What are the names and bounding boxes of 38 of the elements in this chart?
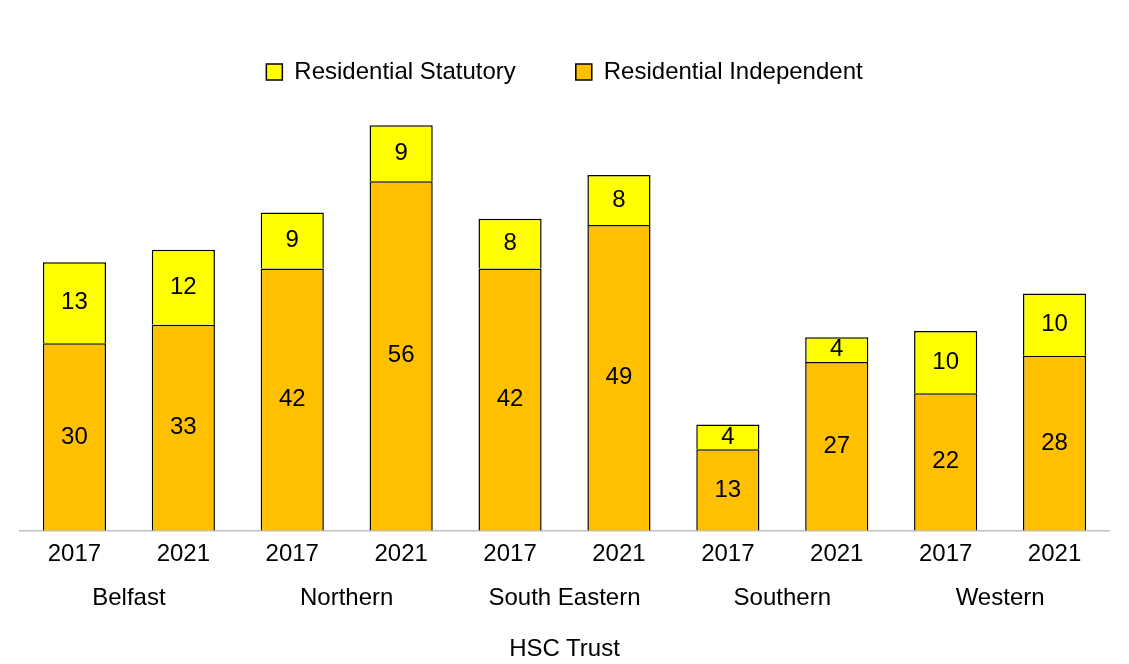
x-tick-label: 2017	[483, 539, 537, 567]
data-label: 42	[496, 384, 524, 412]
x-tick-label: 2017	[701, 539, 755, 567]
data-label: 42	[278, 384, 306, 412]
data-label: 13	[61, 287, 88, 315]
x-tick-label: 2021	[592, 539, 646, 567]
text: Western	[955, 583, 1045, 611]
data-label: 10	[1041, 309, 1068, 337]
legend-label: Residential Independent	[603, 56, 863, 84]
data-label: 9	[285, 225, 299, 253]
x-tick-label: 2017	[265, 539, 319, 567]
x-tick-label: 2021	[156, 539, 211, 567]
x-tick-label: 2021	[810, 539, 864, 567]
x-tick-label: 2017	[47, 539, 102, 567]
data-label: 33	[170, 412, 197, 440]
data-label: 28	[1041, 427, 1068, 455]
x-tick-label: 2021	[1027, 539, 1082, 567]
x-tick-label: 2021	[374, 539, 428, 567]
data-label: 10	[932, 346, 959, 374]
text: Belfast	[92, 583, 166, 611]
legend-label: Residential Statutory	[294, 56, 516, 84]
data-label: 8	[503, 228, 517, 256]
data-label: 9	[394, 137, 408, 165]
data-label: 4	[830, 334, 844, 362]
data-label: 4	[721, 421, 735, 449]
x-axis-title: HSC Trust	[509, 634, 621, 662]
data-label: 12	[170, 271, 197, 299]
data-label: 8	[612, 184, 626, 212]
data-label: 49	[605, 362, 633, 390]
data-label: 30	[61, 421, 88, 449]
x-tick-label: 2017	[918, 539, 973, 567]
text: Southern	[733, 583, 831, 611]
text: Northern	[300, 583, 394, 611]
data-label: 27	[823, 430, 851, 458]
data-label: 22	[932, 446, 959, 474]
data-label: 56	[387, 340, 415, 368]
text: South Eastern	[488, 583, 641, 611]
data-label: 13	[714, 474, 742, 502]
